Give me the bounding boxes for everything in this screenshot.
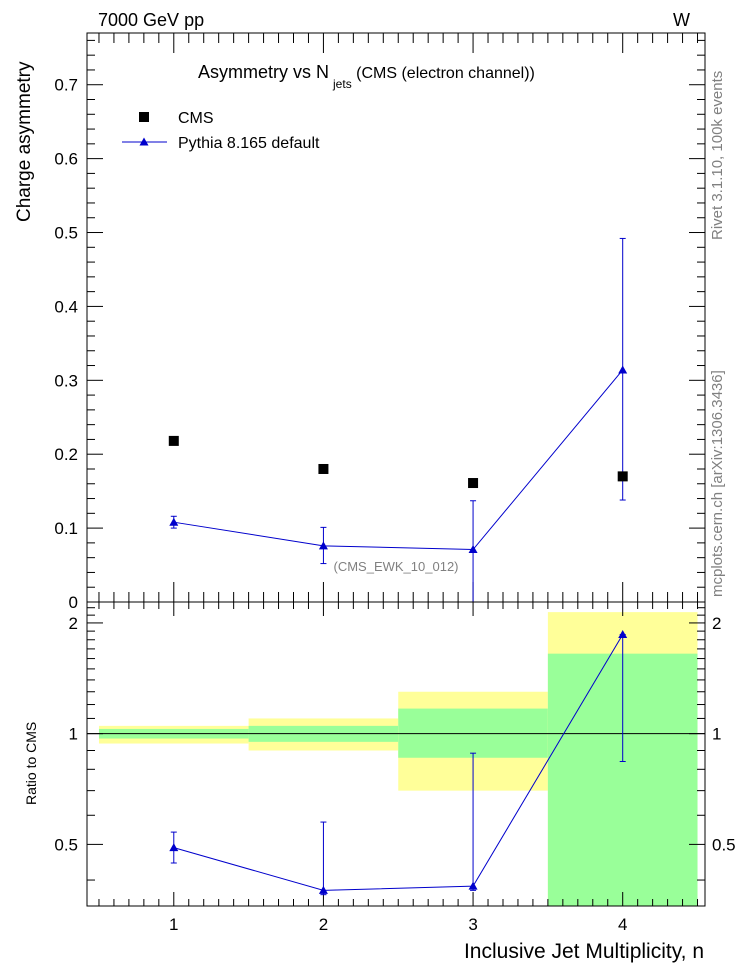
main-panel: 0 0.1 0.2 0.3 0.4 0.5 0.6 0.7 Asymmetry vs Njet… [14, 32, 706, 612]
main-y-tick-label: 0.6 [54, 150, 78, 169]
ratio-y-tick-label-left: 2 [69, 614, 78, 633]
main-y-tick-label: 0 [69, 593, 78, 612]
ratio-pythia-point [169, 843, 179, 852]
ratio-frame [86, 601, 706, 907]
mcplots-label: mcplots.cern.ch [arXiv:1306.3436] [709, 370, 726, 597]
pythia-line [173, 369, 624, 551]
main-y-tick-label: 0.4 [54, 297, 78, 316]
pythia-point [318, 541, 328, 550]
main-tick-labels: 0 0.1 0.2 0.3 0.4 0.5 0.6 0.7 [54, 76, 78, 612]
pythia-point [618, 365, 628, 374]
legend-pythia-marker [139, 137, 149, 146]
ratio-y-tick-label-left: 0.5 [54, 835, 78, 854]
main-y-tick-label: 0.3 [54, 371, 78, 390]
ratio-y-tick-label-right: 1 [712, 725, 721, 744]
legend-pythia-label: Pythia 8.165 default [178, 135, 320, 152]
main-title: Asymmetry vs Njets (CMS (electron channe… [198, 62, 535, 91]
ratio-y-tick-label-right: 0.5 [712, 835, 736, 854]
x-tick-labels: 1 2 3 4 [169, 915, 627, 934]
pythia-point [169, 517, 179, 526]
legend-cms-marker [139, 112, 149, 122]
ratio-pythia-point [618, 630, 628, 639]
ratio-y-tick-label-left: 1 [69, 725, 78, 744]
ratio-panel: 0.5 0.5 1 1 2 2 Ratio to CMS [23, 601, 736, 907]
ratio-bands [87, 612, 705, 906]
x-axis-title: Inclusive Jet Multiplicity, n [464, 940, 704, 963]
ratio-pythia-point [468, 881, 478, 890]
main-y-tick-label: 0.7 [54, 76, 78, 95]
y-axis-title: Charge asymmetry [14, 61, 35, 222]
cms-point [168, 435, 179, 446]
x-tick-label: 1 [169, 915, 178, 934]
rivet-label: Rivet 3.1.10, 100k events [709, 71, 726, 240]
ratio-tick-labels: 0.5 0.5 1 1 2 2 [54, 614, 735, 854]
main-y-tick-label: 0.1 [54, 519, 78, 538]
title-main: Asymmetry vs N [198, 62, 329, 82]
legend: CMS Pythia 8.165 default [122, 110, 320, 152]
main-data [168, 237, 628, 602]
ratio-ticks [87, 602, 705, 906]
ratio-y-tick-label-right: 2 [712, 614, 721, 633]
title-rest: (CMS (electron channel)) [352, 65, 535, 82]
pythia-point [468, 545, 478, 554]
ratio-pythia-line [173, 634, 624, 891]
title-sub: jets [332, 77, 352, 91]
legend-cms-label: CMS [178, 110, 214, 127]
main-ticks [87, 33, 705, 603]
ratio-pythia-point [318, 885, 328, 894]
main-y-tick-label: 0.2 [54, 445, 78, 464]
cms-point [318, 463, 329, 474]
header-left: 7000 GeV pp [98, 10, 204, 30]
cms-point [468, 478, 479, 489]
cms-point [617, 471, 628, 482]
ratio-y-axis-title: Ratio to CMS [23, 722, 39, 805]
x-tick-label: 2 [319, 915, 328, 934]
x-tick-label: 4 [618, 915, 627, 934]
x-tick-label: 3 [468, 915, 477, 934]
main-y-tick-label: 0.5 [54, 224, 78, 243]
ratio-data [169, 630, 628, 896]
header-right: W [673, 10, 690, 30]
reference-annotation: (CMS_EWK_10_012) [334, 559, 459, 574]
